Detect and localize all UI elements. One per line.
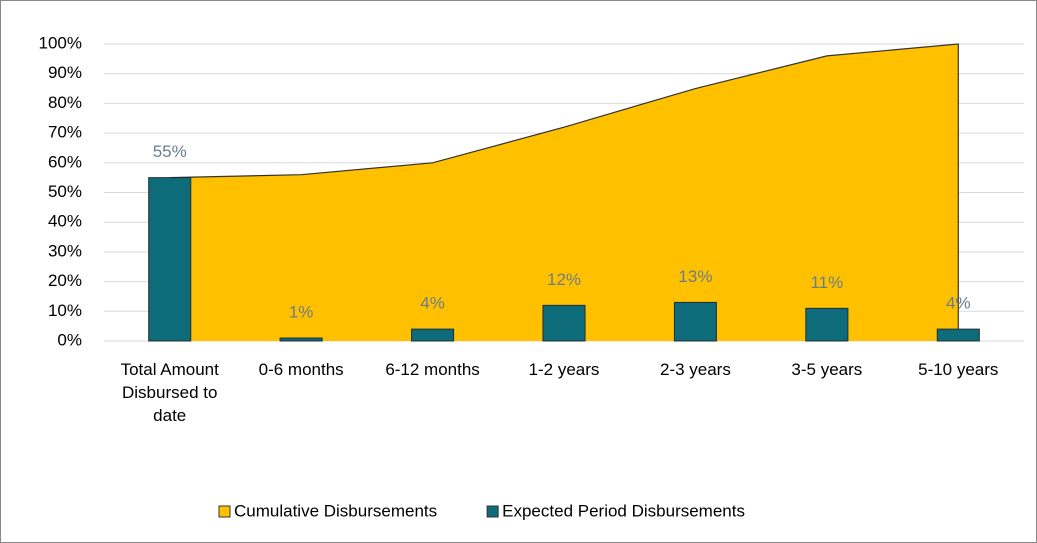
- x-tick-label: 1-2 years: [528, 360, 600, 379]
- y-tick-label: 40%: [48, 212, 82, 231]
- y-tick-label: 100%: [39, 33, 82, 52]
- y-tick-label: 90%: [48, 63, 82, 82]
- data-label: 12%: [547, 270, 581, 289]
- area-outline: [169, 43, 959, 341]
- area: [169, 44, 959, 341]
- bar: [673, 301, 717, 342]
- y-tick-label: 30%: [48, 241, 82, 260]
- x-tick-label-box: 6-12 months: [385, 360, 480, 379]
- legend-swatch: [218, 505, 231, 518]
- data-label: 1%: [289, 303, 314, 322]
- bar: [411, 328, 455, 342]
- bar: [805, 307, 849, 342]
- y-tick-label: 60%: [48, 152, 82, 171]
- data-label: 55%: [153, 142, 187, 161]
- data-label: 4%: [420, 294, 445, 313]
- legend-swatch: [486, 505, 499, 518]
- x-tick-label-box: 0-6 months: [258, 360, 344, 379]
- bar: [936, 328, 980, 342]
- x-tick-label-box: 3-5 years: [791, 360, 863, 379]
- data-label: 4%: [946, 294, 971, 313]
- x-tick-label-box: 1-2 years: [528, 360, 600, 379]
- y-tick-label: 70%: [48, 123, 82, 142]
- bar: [279, 337, 323, 342]
- y-tick-label: 20%: [48, 271, 82, 290]
- y-tick-label: 50%: [48, 182, 82, 201]
- y-tick-label: 80%: [48, 93, 82, 112]
- data-label: 13%: [678, 267, 712, 286]
- x-tick-label-box: Total Amount Disbursed to date: [120, 360, 219, 425]
- bar: [542, 304, 586, 342]
- x-tick-label-box: 5-10 years: [918, 360, 999, 379]
- legend-label: Expected Period Disbursements: [502, 501, 745, 520]
- x-tick-label: 0-6 months: [258, 360, 344, 379]
- x-tick-label: 2-3 years: [659, 360, 731, 379]
- x-tick-label: 3-5 years: [791, 360, 863, 379]
- x-tick-label: 6-12 months: [385, 360, 480, 379]
- data-label: 11%: [810, 273, 843, 292]
- x-tick-label: Total Amount Disbursed to date: [120, 360, 219, 425]
- y-tick-label: 0%: [57, 330, 82, 349]
- y-tick-label: 10%: [48, 301, 82, 320]
- x-tick-label-box: 2-3 years: [659, 360, 731, 379]
- bar: [148, 177, 192, 342]
- x-tick-label: 5-10 years: [918, 360, 999, 379]
- legend-label: Cumulative Disbursements: [234, 501, 437, 520]
